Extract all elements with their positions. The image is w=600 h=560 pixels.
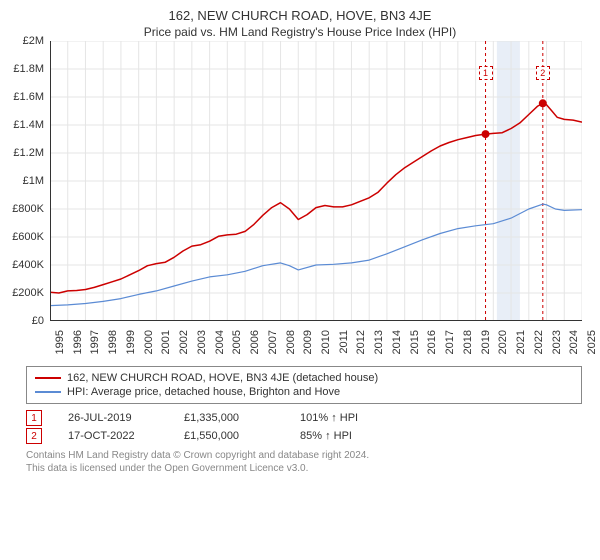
legend-label: 162, NEW CHURCH ROAD, HOVE, BN3 4JE (det… — [67, 372, 378, 384]
x-tick-label: 1996 — [72, 330, 84, 354]
y-tick-label: £2M — [23, 35, 44, 47]
x-tick-label: 2016 — [426, 330, 438, 354]
x-tick-label: 2017 — [444, 330, 456, 354]
x-tick-label: 2006 — [249, 330, 261, 354]
x-tick-label: 1995 — [54, 330, 66, 354]
sale-price: £1,550,000 — [184, 430, 274, 442]
x-tick-label: 1997 — [89, 330, 101, 354]
sale-date: 26-JUL-2019 — [68, 412, 158, 424]
x-tick-label: 2000 — [143, 330, 155, 354]
x-tick-label: 2001 — [160, 330, 172, 354]
x-tick-label: 2009 — [302, 330, 314, 354]
x-tick-label: 2013 — [373, 330, 385, 354]
line-chart — [50, 41, 582, 321]
x-tick-label: 1998 — [107, 330, 119, 354]
x-tick-label: 2011 — [338, 330, 350, 354]
x-tick-label: 2022 — [533, 330, 545, 354]
y-axis-labels: £0£200K£400K£600K£800K£1M£1.2M£1.4M£1.6M… — [2, 41, 46, 321]
legend-item-property: 162, NEW CHURCH ROAD, HOVE, BN3 4JE (det… — [35, 371, 573, 385]
sale-hpi: 85% ↑ HPI — [300, 430, 352, 442]
x-tick-label: 2014 — [391, 330, 403, 354]
x-tick-label: 2025 — [586, 330, 598, 354]
x-tick-label: 1999 — [125, 330, 137, 354]
x-tick-label: 2012 — [355, 330, 367, 354]
y-tick-label: £200K — [12, 287, 44, 299]
y-tick-label: £0 — [32, 315, 44, 327]
x-tick-label: 2024 — [568, 330, 580, 354]
footnote-line: Contains HM Land Registry data © Crown c… — [26, 450, 582, 463]
x-tick-label: 2007 — [267, 330, 279, 354]
x-tick-label: 2004 — [214, 330, 226, 354]
y-tick-label: £1M — [23, 175, 44, 187]
sale-hpi: 101% ↑ HPI — [300, 412, 358, 424]
x-tick-label: 2003 — [196, 330, 208, 354]
legend: 162, NEW CHURCH ROAD, HOVE, BN3 4JE (det… — [26, 366, 582, 404]
sale-date: 17-OCT-2022 — [68, 430, 158, 442]
legend-swatch — [35, 377, 61, 379]
sale-price: £1,335,000 — [184, 412, 274, 424]
page-subtitle: Price paid vs. HM Land Registry's House … — [0, 23, 600, 41]
x-tick-label: 2015 — [409, 330, 421, 354]
y-tick-label: £400K — [12, 259, 44, 271]
footnote: Contains HM Land Registry data © Crown c… — [26, 450, 582, 475]
y-tick-label: £1.6M — [13, 91, 44, 103]
sale-row: 1 26-JUL-2019 £1,335,000 101% ↑ HPI — [26, 410, 582, 426]
footnote-line: This data is licensed under the Open Gov… — [26, 463, 582, 476]
y-tick-label: £1.4M — [13, 119, 44, 131]
x-tick-label: 2005 — [231, 330, 243, 354]
legend-label: HPI: Average price, detached house, Brig… — [67, 386, 340, 398]
x-tick-label: 2002 — [178, 330, 190, 354]
sale-marker-icon: 2 — [26, 428, 42, 444]
x-tick-label: 2021 — [515, 330, 527, 354]
x-tick-label: 2023 — [551, 330, 563, 354]
x-axis-labels: 1995 1996 1997 1998 1999 2000 2001 2002 2003 2004… — [50, 326, 582, 364]
y-tick-label: £1.8M — [13, 63, 44, 75]
x-tick-label: 2008 — [285, 330, 297, 354]
page-title: 162, NEW CHURCH ROAD, HOVE, BN3 4JE — [0, 0, 600, 23]
x-tick-label: 2019 — [480, 330, 492, 354]
y-tick-label: £600K — [12, 231, 44, 243]
y-tick-label: £1.2M — [13, 147, 44, 159]
sale-row: 2 17-OCT-2022 £1,550,000 85% ↑ HPI — [26, 428, 582, 444]
legend-swatch — [35, 391, 61, 393]
x-tick-label: 2020 — [497, 330, 509, 354]
y-tick-label: £800K — [12, 203, 44, 215]
chart-area: £0£200K£400K£600K£800K£1M£1.2M£1.4M£1.6M… — [50, 41, 582, 326]
chart-container: 162, NEW CHURCH ROAD, HOVE, BN3 4JE Pric… — [0, 0, 600, 560]
sale-marker-icon: 1 — [26, 410, 42, 426]
x-tick-label: 2018 — [462, 330, 474, 354]
legend-item-hpi: HPI: Average price, detached house, Brig… — [35, 385, 573, 399]
x-tick-label: 2010 — [320, 330, 332, 354]
